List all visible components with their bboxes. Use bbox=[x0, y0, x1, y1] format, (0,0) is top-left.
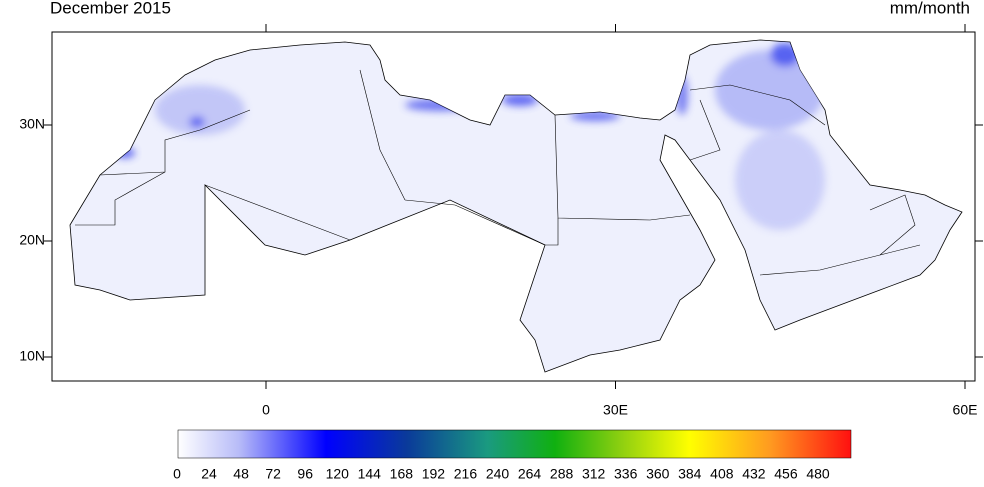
colorbar-label: 456 bbox=[774, 466, 798, 482]
colorbar-label: 432 bbox=[742, 466, 766, 482]
colorbar-label: 120 bbox=[326, 466, 350, 482]
lon-label: 0 bbox=[262, 402, 270, 418]
map-frame bbox=[51, 31, 976, 382]
colorbar-label: 384 bbox=[678, 466, 702, 482]
colorbar-label: 288 bbox=[550, 466, 574, 482]
units-label: mm/month bbox=[890, 0, 970, 17]
lat-label: 30N bbox=[19, 116, 45, 132]
colorbar-label: 480 bbox=[806, 466, 830, 482]
colorbar-label: 48 bbox=[233, 466, 249, 482]
lat-label: 20N bbox=[19, 232, 45, 248]
land bbox=[69, 39, 963, 373]
colorbar-label: 0 bbox=[173, 466, 181, 482]
colorbar-label: 96 bbox=[297, 466, 313, 482]
colorbar-label: 168 bbox=[390, 466, 414, 482]
colorbar-label: 72 bbox=[265, 466, 281, 482]
colorbar bbox=[177, 429, 852, 459]
axes: 30N 20N 10N 0 30E 60E bbox=[19, 24, 983, 418]
colorbar-label: 192 bbox=[422, 466, 446, 482]
lon-label: 60E bbox=[953, 402, 978, 418]
colorbar-label: 360 bbox=[646, 466, 670, 482]
colorbar-label: 240 bbox=[486, 466, 510, 482]
colorbar-label: 264 bbox=[518, 466, 542, 482]
colorbar-label: 144 bbox=[358, 466, 382, 482]
lat-label: 10N bbox=[19, 348, 45, 364]
colorbar-label: 312 bbox=[582, 466, 606, 482]
map-title: December 2015 bbox=[50, 0, 171, 17]
colorbar-label: 336 bbox=[614, 466, 638, 482]
colorbar-label: 216 bbox=[454, 466, 478, 482]
colorbar-label: 408 bbox=[710, 466, 734, 482]
colorbar-labels: 0 24 48 72 96 120 144 168 192 216 240 264 288 312 336 3… bbox=[173, 466, 830, 482]
colorbar-label: 24 bbox=[201, 466, 217, 482]
lon-label: 30E bbox=[603, 402, 628, 418]
